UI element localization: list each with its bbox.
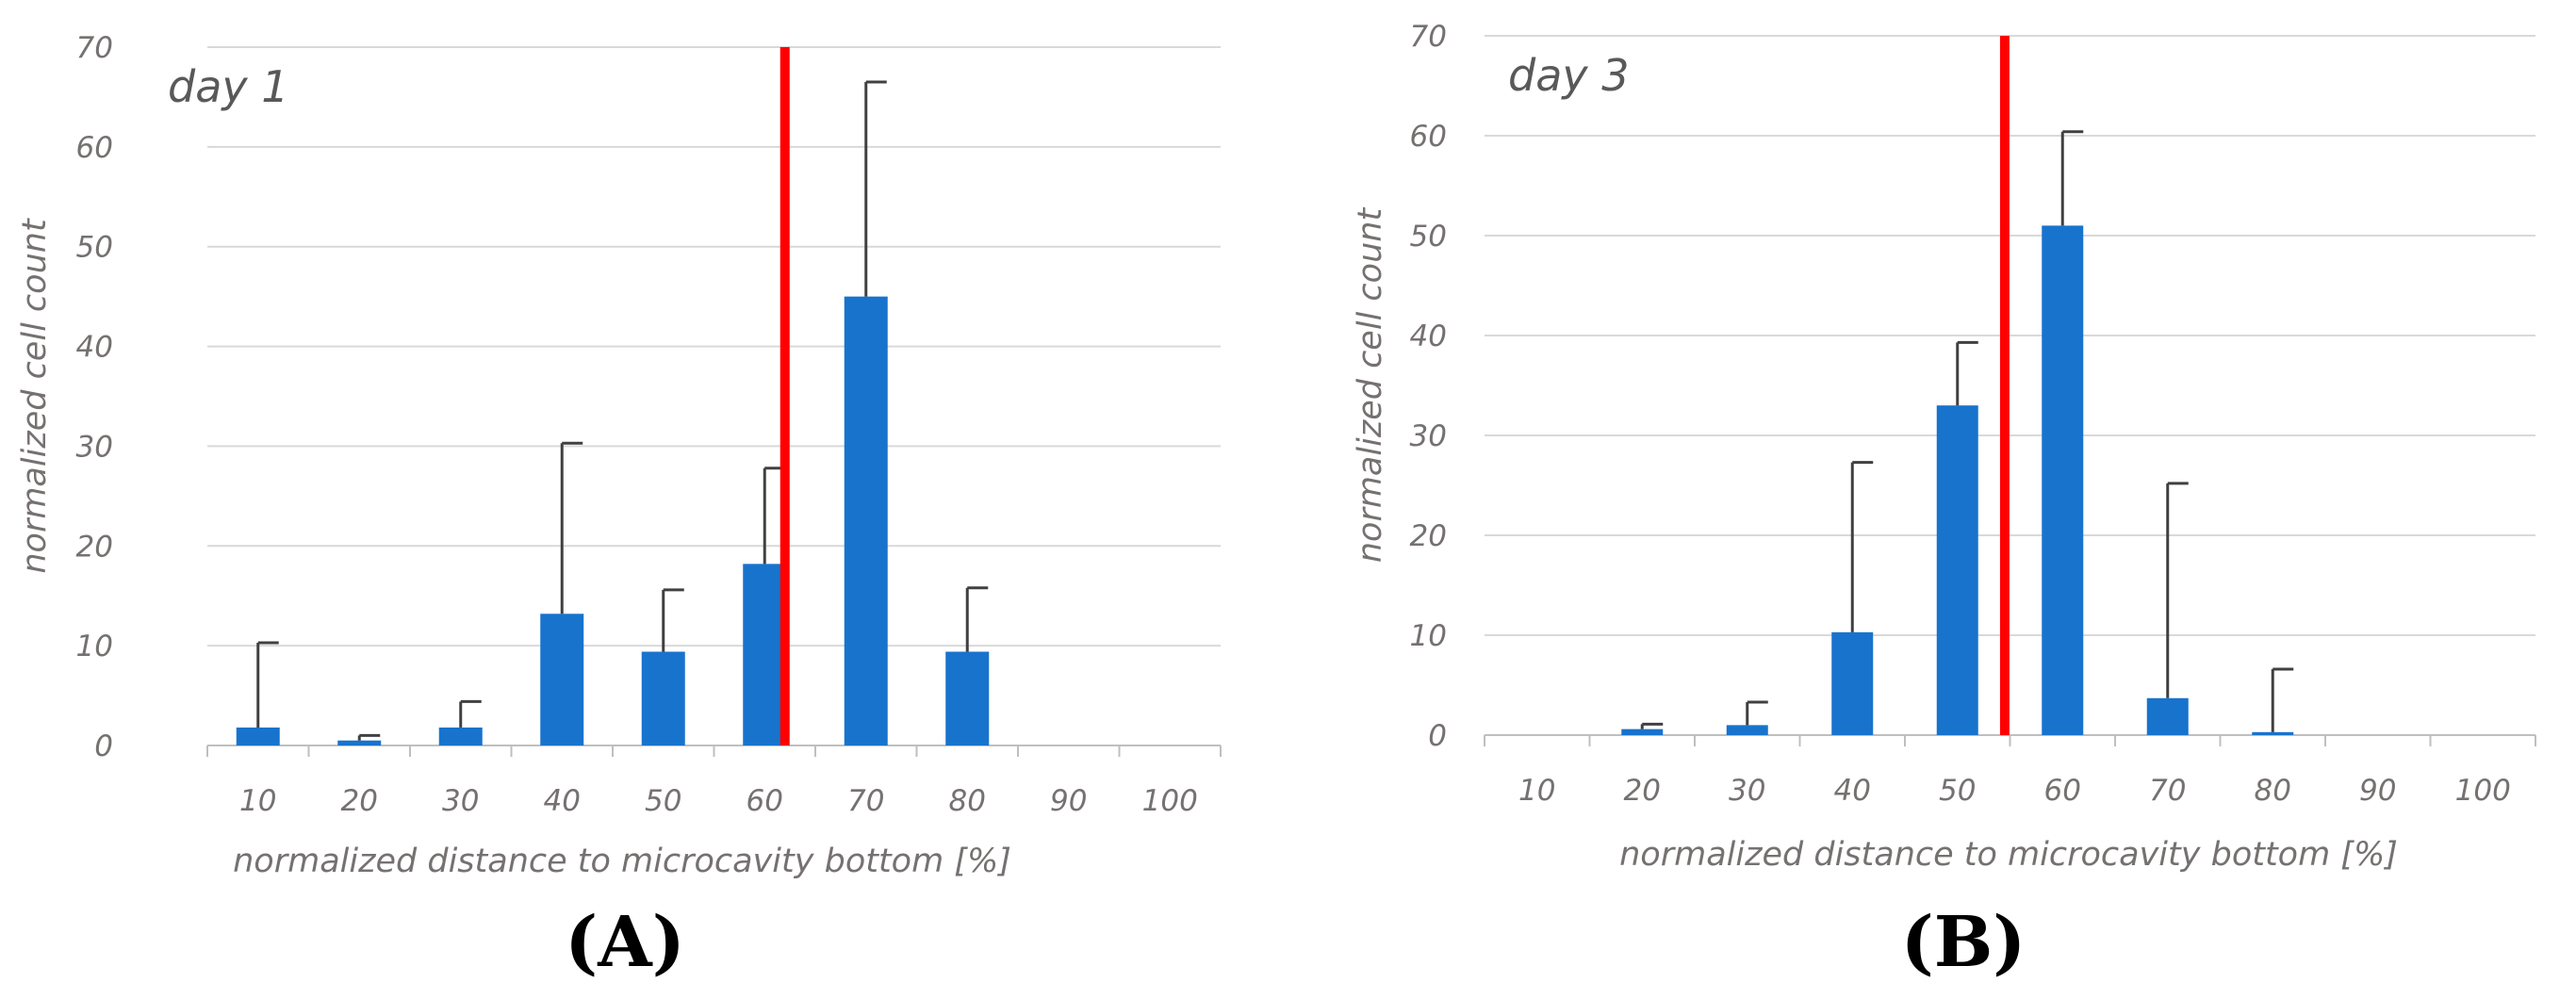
y-tick-label: 60: [1410, 120, 1447, 154]
y-tick-label: 60: [76, 131, 113, 165]
y-tick-label: 50: [1410, 220, 1447, 254]
x-tick-label: 50: [645, 784, 681, 818]
x-tick-label: 60: [2044, 774, 2081, 808]
y-axis-title: normalized cell count: [1352, 207, 1389, 564]
x-tick-label: 90: [2359, 774, 2396, 808]
y-tick-label: 30: [76, 430, 113, 464]
bar-20: [337, 740, 382, 745]
bar-20: [1621, 729, 1664, 735]
x-tick-label: 70: [2149, 774, 2186, 808]
bar-50: [1936, 405, 1978, 735]
x-tick-label: 40: [1834, 774, 1871, 808]
panel-label: (A): [565, 902, 684, 983]
bar-40: [1831, 631, 1874, 735]
y-tick-label: 50: [76, 231, 113, 265]
bar-30: [1726, 725, 1768, 735]
x-tick-label: 10: [239, 784, 276, 818]
bar-50: [641, 651, 685, 745]
y-axis-title: normalized cell count: [16, 218, 54, 574]
day-annotation: day 1: [168, 61, 289, 112]
bar-70: [844, 296, 888, 745]
x-tick-label: 80: [2255, 774, 2291, 808]
x-tick-label: 100: [1142, 784, 1198, 818]
x-axis-title: normalized distance to microcavity botto…: [1619, 836, 2398, 874]
chart-panel-a: 0 10 20 30 40 50 60 70 10 20 30 40 50 60 70 80 90 100 norm…: [16, 31, 1222, 983]
x-axis-title: normalized distance to microcavity botto…: [233, 843, 1011, 880]
bar-60: [743, 564, 787, 745]
bar-80: [945, 651, 990, 745]
x-tick-label: 100: [2455, 774, 2511, 808]
chart-panel-b: 0 10 20 30 40 50 60 70 10 20 30 40 50 60 70 80 90 100 norm…: [1352, 20, 2536, 983]
x-tick-label: 30: [1729, 774, 1765, 808]
y-tick-label: 20: [76, 530, 113, 564]
bar-60: [2042, 225, 2084, 735]
y-tick-label: 30: [1410, 419, 1447, 453]
y-tick-label: 70: [76, 31, 113, 65]
x-tick-label: 90: [1050, 784, 1087, 818]
y-tick-label: 40: [1410, 319, 1447, 353]
y-tick-label: 0: [94, 729, 113, 763]
y-tick-label: 70: [1410, 20, 1447, 54]
bar-40: [540, 614, 584, 745]
bar-70: [2146, 697, 2189, 735]
bar-80: [2252, 731, 2294, 735]
x-tick-label: 20: [1624, 774, 1661, 808]
day-annotation: day 3: [1508, 50, 1630, 101]
panel-label: (B): [1901, 902, 2026, 983]
y-tick-label: 10: [76, 630, 113, 663]
y-tick-label: 40: [76, 331, 113, 365]
y-tick-label: 0: [1428, 719, 1447, 753]
y-tick-label: 20: [1410, 519, 1447, 553]
x-tick-label: 60: [747, 784, 783, 818]
x-tick-label: 30: [442, 784, 479, 818]
x-tick-label: 40: [544, 784, 581, 818]
bar-30: [438, 727, 483, 745]
x-tick-label: 80: [949, 784, 986, 818]
y-tick-label: 10: [1410, 619, 1447, 653]
x-tick-label: 20: [341, 784, 378, 818]
x-tick-label: 70: [847, 784, 884, 818]
x-tick-label: 50: [1939, 774, 1976, 808]
bar-10: [236, 727, 280, 745]
x-tick-label: 10: [1518, 774, 1555, 808]
